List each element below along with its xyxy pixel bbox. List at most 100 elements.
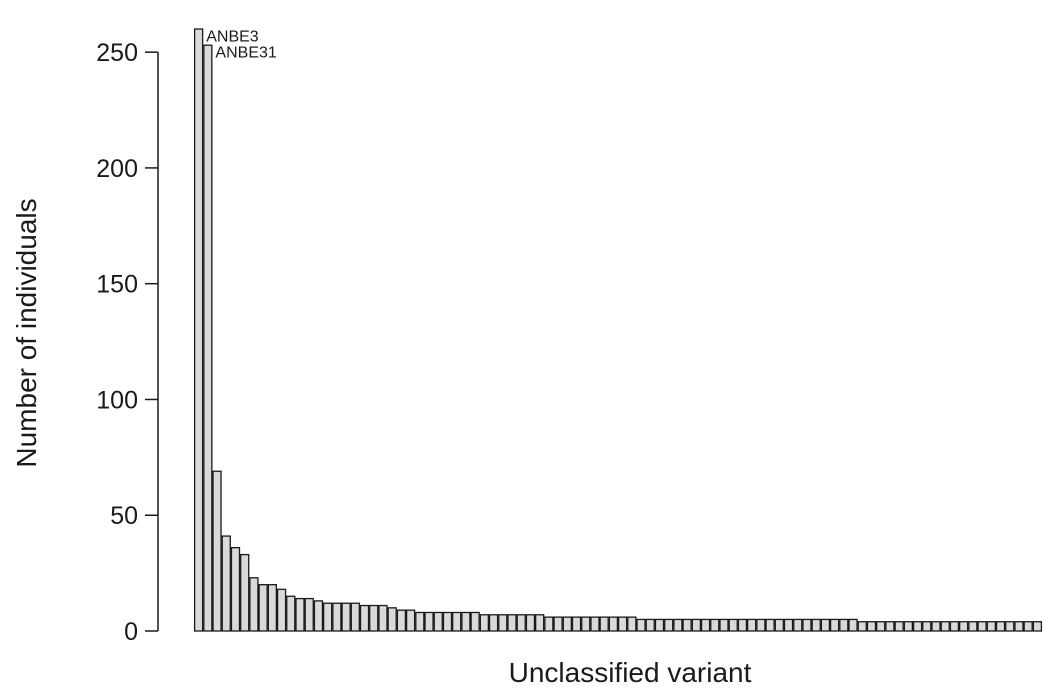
bar bbox=[452, 611, 462, 632]
y-tick-label: 250 bbox=[96, 39, 138, 67]
bar bbox=[783, 618, 794, 632]
bar bbox=[765, 618, 775, 632]
bar bbox=[332, 602, 342, 632]
bar bbox=[986, 621, 996, 632]
bar bbox=[295, 597, 305, 632]
bar bbox=[894, 621, 904, 632]
bar bbox=[682, 618, 692, 632]
bar bbox=[820, 618, 831, 632]
bar bbox=[903, 621, 914, 632]
bar bbox=[839, 618, 849, 632]
y-tick-label: 150 bbox=[96, 271, 138, 299]
bar bbox=[737, 618, 748, 632]
y-axis-title: Number of individuals bbox=[11, 198, 42, 467]
bar bbox=[304, 597, 314, 632]
y-axis: 0 50 100 150 200 250 bbox=[96, 39, 159, 646]
bar bbox=[664, 618, 674, 632]
bar bbox=[461, 611, 471, 632]
bar bbox=[949, 621, 960, 632]
bar bbox=[544, 616, 554, 632]
bar bbox=[387, 607, 397, 632]
bar bbox=[433, 611, 443, 632]
y-tick-label: 50 bbox=[110, 502, 138, 530]
bar bbox=[958, 621, 969, 632]
bar bbox=[286, 595, 296, 632]
bar bbox=[341, 602, 351, 632]
bar bbox=[829, 618, 840, 632]
bar bbox=[313, 600, 324, 632]
bars bbox=[193, 28, 1043, 632]
bar bbox=[866, 621, 877, 632]
bar bbox=[424, 611, 434, 632]
bar bbox=[1014, 621, 1024, 632]
bar bbox=[746, 618, 757, 632]
bar bbox=[876, 621, 886, 632]
bar bbox=[636, 618, 646, 632]
bar bbox=[378, 604, 388, 632]
bar bbox=[599, 616, 609, 632]
bar bbox=[774, 618, 784, 632]
bar bbox=[645, 618, 655, 632]
bar-annotation: ANBE31 bbox=[215, 45, 276, 62]
bar bbox=[396, 609, 407, 632]
bar bbox=[258, 584, 268, 632]
bar bbox=[267, 584, 278, 632]
bar bbox=[811, 618, 821, 632]
bar bbox=[322, 602, 333, 632]
bar bbox=[470, 611, 480, 632]
bar bbox=[654, 618, 665, 632]
bar bbox=[553, 616, 563, 632]
bar bbox=[968, 621, 978, 632]
bar bbox=[507, 614, 517, 632]
bar bbox=[719, 618, 729, 632]
bar bbox=[885, 621, 895, 632]
y-tick-label: 0 bbox=[124, 618, 138, 646]
bar bbox=[793, 618, 803, 632]
bar bbox=[534, 614, 545, 632]
bar bbox=[442, 611, 453, 632]
bar bbox=[498, 614, 508, 632]
bar bbox=[700, 618, 711, 632]
bar bbox=[710, 618, 720, 632]
bar bbox=[359, 604, 370, 632]
bar bbox=[673, 618, 683, 632]
y-tick-label: 100 bbox=[96, 386, 138, 414]
bar bbox=[193, 28, 204, 632]
bar bbox=[857, 621, 867, 632]
bar bbox=[1023, 621, 1033, 632]
bar bbox=[802, 618, 812, 632]
bar bbox=[608, 616, 619, 632]
bar bbox=[995, 621, 1006, 632]
bar bbox=[627, 616, 637, 632]
bar bbox=[230, 547, 241, 632]
bar bbox=[691, 618, 702, 632]
bar bbox=[1032, 621, 1043, 632]
bar bbox=[617, 616, 628, 632]
bar bbox=[415, 611, 425, 632]
bar bbox=[562, 616, 572, 632]
y-tick-label: 200 bbox=[96, 155, 138, 183]
bar bbox=[848, 618, 858, 632]
bar bbox=[479, 614, 490, 632]
bar bbox=[212, 470, 222, 632]
bar-annotation: ANBE3 bbox=[206, 28, 259, 45]
bar bbox=[1005, 621, 1015, 632]
bar bbox=[525, 614, 536, 632]
bar bbox=[728, 618, 738, 632]
bar bbox=[221, 535, 231, 632]
bar bbox=[203, 44, 213, 632]
bar bbox=[931, 621, 941, 632]
bar bbox=[488, 614, 499, 632]
bar bbox=[590, 616, 600, 632]
bar bbox=[977, 621, 987, 632]
bar bbox=[912, 621, 923, 632]
x-axis-title: Unclassified variant bbox=[509, 657, 752, 688]
bar bbox=[369, 604, 379, 632]
bar bbox=[571, 616, 582, 632]
bar bbox=[516, 614, 526, 632]
bar bbox=[276, 588, 287, 632]
bar bbox=[756, 618, 766, 632]
bar bbox=[240, 553, 250, 632]
